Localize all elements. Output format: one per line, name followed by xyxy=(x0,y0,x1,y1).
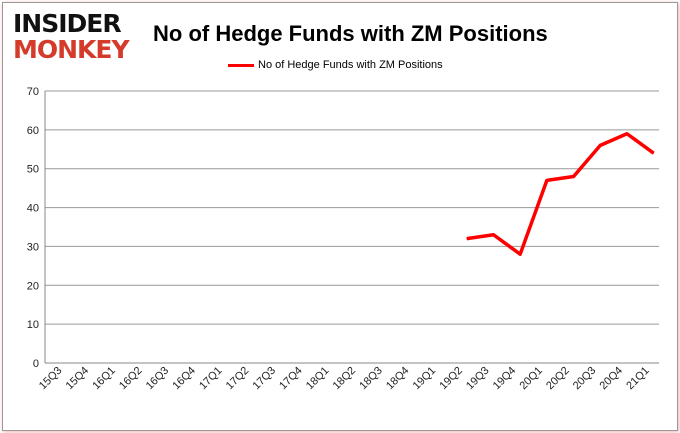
x-tick-label: 19Q3 xyxy=(464,365,492,393)
x-tick-label: 16Q1 xyxy=(90,365,118,393)
y-tick-label: 30 xyxy=(27,241,39,253)
x-tick-label: 20Q4 xyxy=(598,365,626,393)
y-tick-label: 40 xyxy=(27,203,39,215)
x-tick-label: 17Q2 xyxy=(224,365,252,393)
x-tick-label: 16Q4 xyxy=(170,365,198,393)
x-tick-label: 21Q1 xyxy=(624,365,652,393)
x-tick-label: 17Q4 xyxy=(277,365,305,393)
x-tick-label: 16Q2 xyxy=(117,365,145,393)
data-point xyxy=(492,234,494,236)
legend-swatch xyxy=(228,63,254,67)
x-tick-label: 19Q4 xyxy=(491,365,519,393)
x-tick-label: 20Q1 xyxy=(517,365,545,393)
x-tick-label: 18Q2 xyxy=(331,365,359,393)
data-point xyxy=(546,179,548,181)
x-tick-label: 15Q3 xyxy=(37,365,65,393)
x-tick-label: 19Q1 xyxy=(411,365,439,393)
chart-title: No of Hedge Funds with ZM Positions xyxy=(153,21,548,46)
x-tick-label: 16Q3 xyxy=(144,365,172,393)
legend-label: No of Hedge Funds with ZM Positions xyxy=(258,59,443,71)
y-tick-label: 60 xyxy=(27,125,39,137)
x-tick-label: 15Q4 xyxy=(64,365,92,393)
legend: No of Hedge Funds with ZM Positions xyxy=(228,59,443,71)
y-tick-label: 0 xyxy=(33,358,39,370)
series-line xyxy=(466,131,655,256)
y-tick-label: 70 xyxy=(27,86,39,98)
y-tick-label: 50 xyxy=(27,164,39,176)
logo-line1: INSIDER xyxy=(13,9,122,38)
x-tick-label: 17Q1 xyxy=(197,365,225,393)
data-point xyxy=(573,175,575,177)
data-point xyxy=(626,133,628,135)
x-tick-label: 18Q4 xyxy=(384,365,412,393)
x-tick-label: 17Q3 xyxy=(251,365,279,393)
data-point xyxy=(653,152,655,154)
data-point xyxy=(519,253,521,255)
x-tick-label: 18Q3 xyxy=(357,365,385,393)
x-tick-label: 20Q2 xyxy=(544,365,572,393)
x-tick-label: 18Q1 xyxy=(304,365,332,393)
y-tick-label: 20 xyxy=(27,280,39,292)
data-point xyxy=(599,144,601,146)
insider-monkey-logo: INSIDER MONKEY xyxy=(13,9,130,64)
y-tick-label: 10 xyxy=(27,319,39,331)
x-tick-label: 20Q3 xyxy=(571,365,599,393)
x-tick-label: 19Q2 xyxy=(437,365,465,393)
data-point xyxy=(466,238,468,240)
logo-line2: MONKEY xyxy=(13,35,130,64)
